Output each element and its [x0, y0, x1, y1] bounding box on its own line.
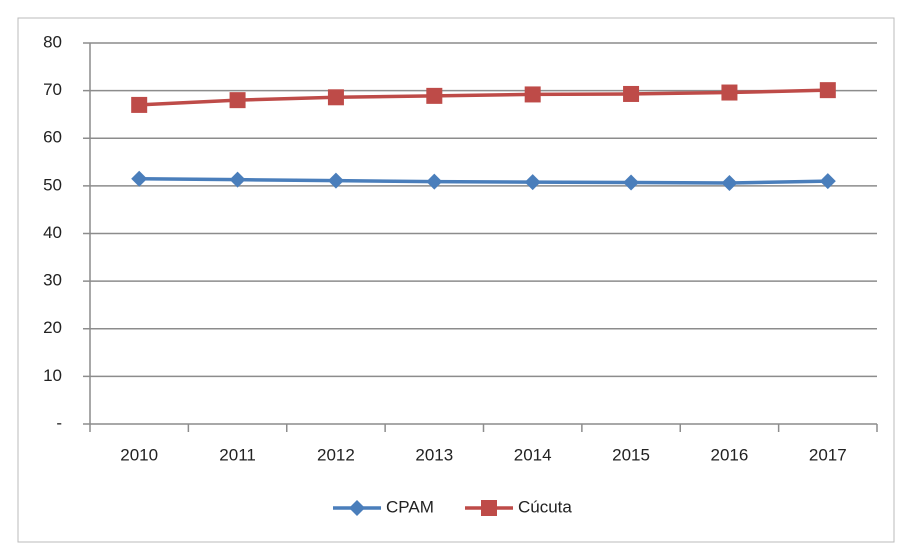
- x-tick-label: 2013: [415, 445, 453, 464]
- x-tick-label: 2011: [219, 445, 256, 464]
- point: [229, 171, 246, 188]
- y-tick-label: -: [56, 413, 62, 432]
- x-tick-label: 2017: [809, 445, 847, 464]
- point: [721, 84, 738, 101]
- point: [524, 174, 541, 191]
- point: [819, 173, 836, 190]
- series-line: [139, 88, 828, 107]
- point: [524, 86, 541, 103]
- y-tick-label: 30: [43, 271, 62, 290]
- point: [131, 96, 148, 113]
- point: [819, 82, 836, 99]
- legend-marker: [481, 500, 497, 516]
- point: [327, 89, 344, 106]
- point: [327, 172, 344, 189]
- x-tick-label: 2014: [514, 445, 552, 464]
- y-tick-label: 70: [43, 80, 62, 99]
- y-tick-label: 10: [43, 366, 62, 385]
- x-tick-label: 2016: [711, 445, 749, 464]
- x-tick-label: 2012: [317, 445, 355, 464]
- legend-label: Cúcuta: [518, 497, 572, 516]
- series-line: [139, 176, 828, 185]
- point: [721, 175, 738, 192]
- x-tick-label: 2010: [120, 445, 158, 464]
- y-tick-label: 50: [43, 175, 62, 194]
- x-tick-label: 2015: [612, 445, 650, 464]
- point: [426, 173, 443, 190]
- point: [426, 87, 443, 104]
- y-tick-label: 80: [43, 32, 62, 51]
- legend-label: CPAM: [386, 497, 434, 516]
- point: [131, 170, 148, 187]
- y-tick-label: 20: [43, 318, 62, 337]
- point: [623, 85, 640, 102]
- y-tick-label: 40: [43, 223, 62, 242]
- legend-marker: [349, 500, 365, 516]
- y-tick-label: 60: [43, 128, 62, 147]
- point: [229, 92, 246, 109]
- point: [623, 174, 640, 191]
